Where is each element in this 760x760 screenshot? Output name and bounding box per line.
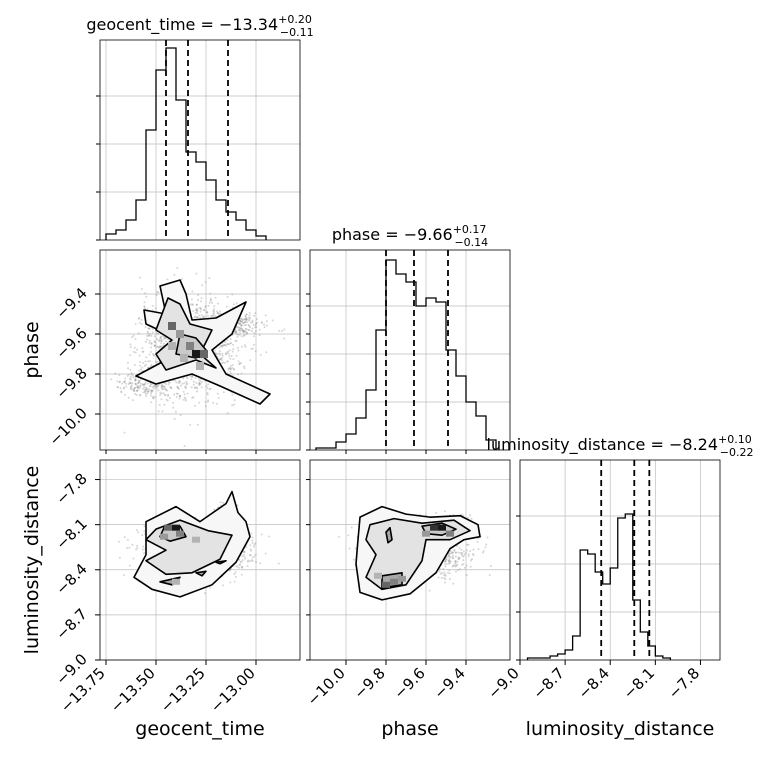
- title-value: = −9.66: [380, 225, 453, 244]
- x-tick-label-geocent_time: −13.50: [107, 664, 159, 716]
- density-cell: [390, 578, 398, 585]
- y-tick-label-phase: −9.4: [52, 284, 90, 322]
- histogram-step: [315, 259, 497, 450]
- panel-title-luminosity_distance: luminosity_distance = −8.24+0.10 −0.22: [487, 433, 754, 459]
- panel-title-geocent_time: geocent_time = −13.34+0.20 −0.11: [86, 13, 313, 39]
- title-name: luminosity_distance: [487, 435, 646, 455]
- panel-frame: [99, 459, 301, 661]
- histogram-step: [526, 513, 672, 660]
- panel-frame: [309, 459, 511, 661]
- x-tick-label-luminosity_distance: −9.0: [484, 664, 522, 702]
- density-cell: [172, 524, 180, 531]
- scatter-panel-phase-vs-luminosity_distance: [309, 459, 511, 661]
- histogram-panel-luminosity_distance: luminosity_distance = −8.24+0.10 −0.22: [487, 433, 754, 661]
- panel-frame: [99, 249, 301, 451]
- density-cell: [176, 530, 184, 537]
- y-tick-label-luminosity_distance: −8.7: [52, 605, 90, 643]
- density-cell: [200, 350, 208, 358]
- title-value: = −8.24: [645, 435, 718, 454]
- y-axis-label-luminosity_distance: luminosity_distance: [21, 466, 43, 655]
- title-minus-error: −0.11: [280, 26, 314, 39]
- histogram-step: [105, 47, 267, 240]
- x-axis-label-geocent_time: geocent_time: [135, 718, 264, 740]
- scatter-panel-geocent_time-vs-phase: [99, 249, 301, 451]
- y-tick-label-phase: −9.8: [52, 364, 90, 402]
- histogram-panel-phase: phase = −9.66+0.17 −0.14: [306, 223, 511, 451]
- x-tick-label-geocent_time: −13.25: [157, 664, 209, 716]
- density-cell: [422, 530, 430, 537]
- y-tick-label-luminosity_distance: −8.1: [52, 515, 90, 553]
- x-tick-label-luminosity_distance: −8.4: [575, 664, 613, 702]
- density-cell: [382, 581, 390, 588]
- density-cell: [438, 524, 446, 531]
- density-cell: [192, 536, 200, 543]
- density-cells: [374, 524, 454, 588]
- contour-level-6: [215, 559, 227, 565]
- title-minus-error: −0.22: [720, 446, 754, 459]
- title-plus-error: +0.20: [278, 13, 312, 26]
- density-cell: [180, 354, 188, 362]
- density-cell: [176, 330, 184, 338]
- density-cell: [196, 362, 204, 370]
- y-tick-label-phase: −10.0: [46, 404, 91, 449]
- panel-frame: [99, 39, 301, 241]
- x-axis-label-luminosity_distance: luminosity_distance: [526, 718, 715, 740]
- density-cell: [374, 572, 382, 579]
- x-tick-label-luminosity_distance: −8.1: [620, 664, 658, 702]
- density-cell: [446, 530, 454, 537]
- x-tick-label-phase: −9.6: [390, 664, 428, 702]
- density-cell: [430, 524, 438, 531]
- density-cell: [192, 350, 200, 358]
- y-axis-label-phase: phase: [21, 321, 43, 378]
- panel-frame: [309, 249, 511, 451]
- density-cell: [172, 578, 180, 585]
- density-cell: [186, 342, 194, 350]
- y-tick-label-luminosity_distance: −7.8: [52, 470, 90, 508]
- title-plus-error: +0.10: [718, 433, 752, 446]
- panel-background: [520, 460, 720, 660]
- panel-background: [100, 40, 300, 240]
- x-tick-label-luminosity_distance: −8.7: [529, 664, 567, 702]
- density-cell: [164, 524, 172, 531]
- density-cells: [160, 524, 200, 585]
- x-tick-label-geocent_time: −13.00: [207, 664, 259, 716]
- y-tick-label-luminosity_distance: −8.4: [52, 560, 90, 598]
- density-cell: [160, 533, 168, 540]
- density-cell: [168, 342, 176, 350]
- panel-background: [310, 250, 510, 450]
- contour-level-5: [195, 570, 207, 577]
- scatter-panel-geocent_time-vs-luminosity_distance: [99, 459, 301, 661]
- x-tick-label-phase: −10.0: [304, 664, 349, 709]
- title-name: phase: [332, 225, 380, 244]
- contour-level-5: [385, 526, 393, 544]
- density-cell: [168, 322, 176, 330]
- title-plus-error: +0.17: [453, 223, 487, 236]
- x-tick-label-phase: −9.8: [350, 664, 388, 702]
- histogram-panel-geocent_time: geocent_time = −13.34+0.20 −0.11: [86, 13, 314, 241]
- x-tick-label-luminosity_distance: −7.8: [665, 664, 703, 702]
- density-cell: [398, 575, 406, 582]
- title-minus-error: −0.14: [454, 236, 488, 249]
- title-name: geocent_time: [86, 15, 195, 35]
- title-value: = −13.34: [195, 15, 278, 34]
- panel-title-phase: phase = −9.66+0.17 −0.14: [332, 223, 488, 249]
- x-axis-label-phase: phase: [381, 718, 438, 740]
- y-tick-label-phase: −9.6: [52, 324, 90, 362]
- density-cells: [168, 322, 208, 370]
- panel-frame: [519, 459, 721, 661]
- x-tick-label-phase: −9.4: [430, 664, 468, 702]
